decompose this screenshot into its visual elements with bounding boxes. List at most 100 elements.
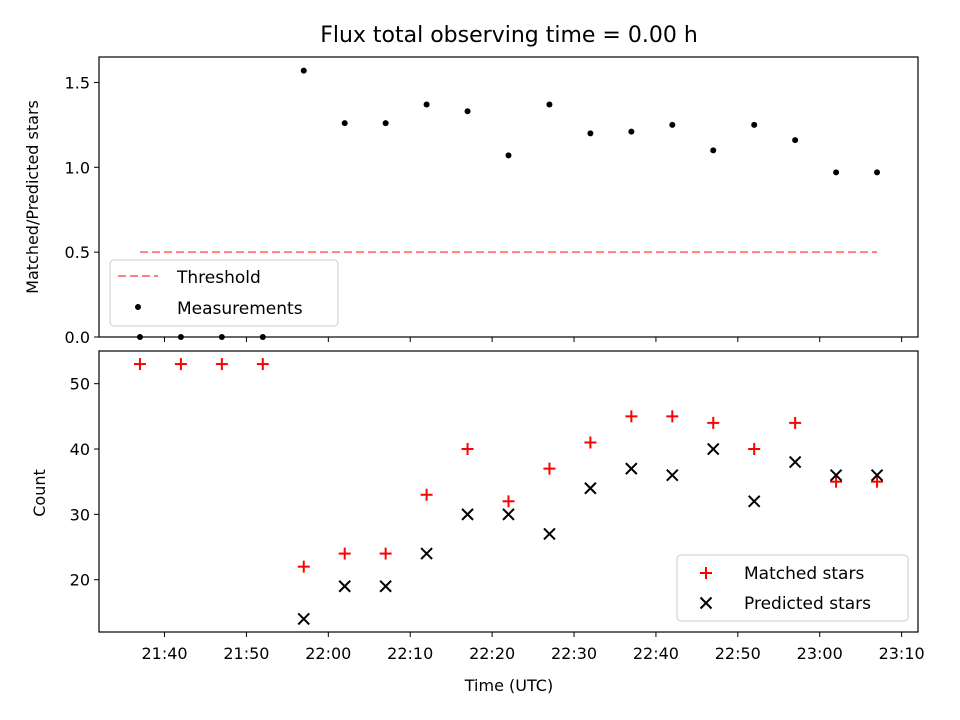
bottom-panel: 20 30 40 50 21:40 21:50 22:00 22:10 22:20 22:30 22…: [70, 350, 925, 663]
predicted-star-point: [379, 580, 392, 593]
x-stroke-b: [584, 482, 597, 495]
bottom-axes-frame: [98, 350, 919, 633]
predicted-star-point: [747, 495, 761, 508]
bottom-x-tick-label: 22:00: [305, 644, 351, 663]
x-axis-label: Time (UTC): [464, 676, 553, 695]
legend-matched-label: Matched stars: [744, 564, 864, 584]
chart-title: Flux total observing time = 0.00 h: [320, 23, 698, 48]
legend-measurements-swatch: [135, 304, 141, 310]
x-stroke-b: [870, 468, 884, 482]
measurement-point: [423, 101, 430, 108]
x-stroke-b: [666, 468, 679, 482]
x-stroke-b: [829, 468, 843, 482]
x-stroke-b: [297, 612, 310, 626]
matched-star-point: [543, 462, 556, 475]
bottom-x-tick-label: 22:50: [715, 644, 761, 663]
matched-star-point: [133, 358, 146, 371]
predicted-star-point: [666, 468, 679, 482]
top-panel: 0.0 0.5 1.0 1.5 Threshold Measurements: [65, 56, 919, 347]
matched-star-point: [256, 358, 269, 371]
top-y-tick-label: 0.0: [65, 328, 90, 347]
predicted-star-point: [829, 468, 843, 482]
measurement-point: [587, 130, 594, 137]
matched-star-point: [174, 358, 187, 371]
legend-measurements-label: Measurements: [177, 299, 303, 319]
matched-star-point: [584, 436, 597, 449]
predicted-star-point: [584, 482, 597, 495]
predicted-star-point: [420, 547, 433, 560]
top-legend-box: [109, 259, 339, 327]
bottom-legend-box: [676, 554, 909, 622]
top-axes-frame: [98, 56, 919, 338]
bottom-y-axis-label: Count: [30, 469, 49, 517]
matched-star-point: [379, 547, 392, 560]
measurement-point: [546, 101, 553, 108]
matched-star-point: [748, 443, 761, 456]
predicted-star-point: [297, 612, 310, 626]
predicted-star-point: [870, 468, 884, 482]
matched-star-point: [625, 410, 638, 423]
legend-predicted-swatch: [699, 596, 713, 610]
bottom-x-tick-label: 23:00: [797, 644, 843, 663]
bottom-y-tick-label: 40: [70, 440, 90, 459]
predicted-star-point: [707, 442, 720, 456]
predicted-star-point: [461, 508, 474, 521]
measurement-point: [382, 120, 389, 127]
bottom-x-tick-label: 21:50: [223, 644, 269, 663]
legend-predicted-label: Predicted stars: [744, 594, 871, 614]
bottom-x-tick-label: 22:20: [469, 644, 515, 663]
x-stroke-b: [338, 580, 351, 593]
x-stroke-b: [707, 442, 720, 456]
bottom-x-tick-label: 23:10: [879, 644, 925, 663]
legend-threshold-label: Threshold: [176, 268, 261, 288]
matched-star-point: [830, 475, 843, 488]
measurement-point: [710, 147, 717, 154]
measurement-point: [341, 120, 348, 127]
measurement-point: [874, 169, 881, 176]
bottom-x-tick-label: 22:30: [551, 644, 597, 663]
matched-star-point: [338, 547, 351, 560]
x-stroke-b: [788, 455, 802, 469]
top-y-tick-label: 1.5: [65, 73, 90, 92]
top-y-tick-label: 0.5: [65, 243, 90, 262]
x-stroke-b: [502, 508, 515, 521]
measurement-point: [464, 108, 471, 115]
top-legend: Threshold Measurements: [109, 259, 339, 327]
x-stroke-b: [625, 462, 638, 475]
measurement-point: [300, 67, 307, 74]
matched-star-point: [871, 475, 884, 488]
matched-star-point: [297, 560, 310, 573]
bottom-y-tick-label: 30: [70, 505, 90, 524]
matched-star-point: [666, 410, 679, 423]
bottom-legend: Matched stars Predicted stars: [676, 554, 909, 622]
predicted-star-point: [338, 580, 351, 593]
top-y-axis-label: Matched/Predicted stars: [23, 100, 42, 294]
bottom-x-tick-label: 21:40: [141, 644, 187, 663]
measurement-point: [628, 128, 635, 135]
matched-star-point: [502, 495, 515, 508]
predicted-star-point: [543, 527, 556, 541]
x-stroke-b: [699, 596, 713, 610]
measurement-point: [669, 121, 676, 128]
matched-star-point: [420, 488, 433, 501]
predicted-star-point: [625, 462, 638, 475]
bottom-x-tick-label: 22:10: [387, 644, 433, 663]
matched-star-point: [707, 416, 720, 429]
bottom-x-tick-label: 22:40: [633, 644, 679, 663]
x-stroke-b: [420, 547, 433, 560]
top-y-tick-label: 1.0: [65, 158, 90, 177]
measurement-point: [833, 169, 840, 176]
matched-star-point: [215, 358, 228, 371]
legend-matched-swatch: [700, 567, 712, 579]
x-stroke-b: [379, 580, 392, 593]
measurement-point: [751, 121, 758, 128]
predicted-star-point: [502, 508, 515, 521]
x-stroke-b: [747, 495, 761, 508]
bottom-y-tick-label: 50: [70, 375, 90, 394]
predicted-star-point: [788, 455, 802, 469]
x-stroke-b: [461, 508, 474, 521]
measurement-point: [505, 152, 512, 159]
x-stroke-b: [543, 527, 556, 541]
matched-star-point: [461, 443, 474, 456]
